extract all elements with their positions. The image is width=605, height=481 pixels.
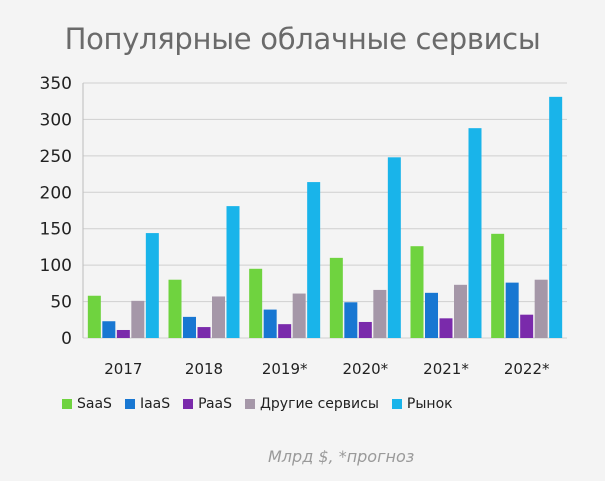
- bar-iaas-2018: [183, 316, 196, 338]
- y-tick-label: 0: [61, 329, 72, 349]
- y-tick-label: 150: [40, 220, 72, 240]
- bar-рынок-2020: [387, 157, 401, 338]
- legend-item: IaaS: [124, 396, 171, 412]
- y-tick-label: 200: [40, 183, 72, 203]
- units-note: Млрд $, *прогноз: [268, 447, 415, 466]
- bar-saas-2018: [168, 279, 182, 338]
- legend-swatch: [183, 399, 194, 409]
- x-tick-label: 2022*: [504, 360, 550, 378]
- bar-iaas-2017: [102, 321, 116, 338]
- bar-paas-2021: [439, 318, 453, 338]
- legend-item: PaaS: [183, 396, 232, 412]
- bar-рынок-2021: [468, 128, 482, 338]
- bar-другие-сервисы-2019: [292, 293, 306, 338]
- bar-paas-2018: [197, 327, 211, 338]
- legend-label: IaaS: [139, 396, 171, 412]
- bar-другие-сервисы-2018: [212, 296, 225, 338]
- bar-iaas-2020: [344, 302, 358, 338]
- bar-iaas-2021: [425, 292, 438, 338]
- bar-iaas-2022: [505, 282, 519, 338]
- y-tick-label: 100: [40, 256, 72, 276]
- bar-другие-сервисы-2017: [131, 300, 145, 338]
- y-axis: 0 50 100 150 200 250 300 350: [40, 74, 567, 349]
- bar-iaas-2019: [263, 309, 277, 338]
- x-axis: 2017 2018 2019* 2020* 2021* 2022*: [104, 360, 550, 378]
- legend-label: Рынок: [406, 396, 453, 412]
- bar-paas-2019: [278, 324, 292, 338]
- bar-paas-2017: [116, 329, 130, 338]
- legend-swatch: [124, 399, 135, 409]
- bar-group: [87, 96, 563, 338]
- legend-swatch: [244, 399, 255, 409]
- bar-рынок-2022: [549, 96, 563, 338]
- legend-swatch: [391, 399, 402, 409]
- bar-saas-2020: [329, 257, 343, 338]
- legend-item: SaaS: [62, 396, 112, 412]
- bar-рынок-2017: [145, 233, 159, 338]
- legend-label: SaaS: [77, 396, 112, 412]
- bar-другие-сервисы-2022: [534, 279, 548, 338]
- legend-item: Рынок: [391, 396, 453, 412]
- legend: SaaS IaaS PaaS Другие сервисы Рынок: [62, 396, 466, 412]
- y-tick-label: 50: [50, 293, 72, 313]
- x-tick-label: 2017: [104, 360, 142, 378]
- y-tick-label: 300: [40, 110, 72, 130]
- bar-другие-сервисы-2020: [373, 289, 387, 338]
- bar-saas-2021: [410, 246, 424, 338]
- bar-другие-сервисы-2021: [454, 284, 467, 338]
- legend-label: PaaS: [198, 396, 232, 412]
- x-tick-label: 2019*: [262, 360, 308, 378]
- legend-swatch: [62, 399, 72, 409]
- bar-saas-2022: [491, 233, 505, 338]
- legend-label: Другие сервисы: [259, 396, 379, 412]
- chart-title: Популярные облачные сервисы: [64, 22, 541, 56]
- bar-saas-2017: [87, 295, 101, 338]
- bar-рынок-2019: [307, 182, 321, 338]
- y-tick-label: 350: [40, 74, 72, 94]
- y-tick-label: 250: [40, 147, 72, 167]
- x-tick-label: 2021*: [423, 360, 469, 378]
- legend-item: Другие сервисы: [244, 396, 379, 412]
- x-tick-label: 2020*: [342, 360, 388, 378]
- bar-paas-2020: [358, 321, 372, 338]
- bar-рынок-2018: [226, 206, 240, 338]
- x-tick-label: 2018: [185, 360, 223, 378]
- bar-paas-2022: [520, 314, 534, 338]
- bar-saas-2019: [249, 268, 263, 338]
